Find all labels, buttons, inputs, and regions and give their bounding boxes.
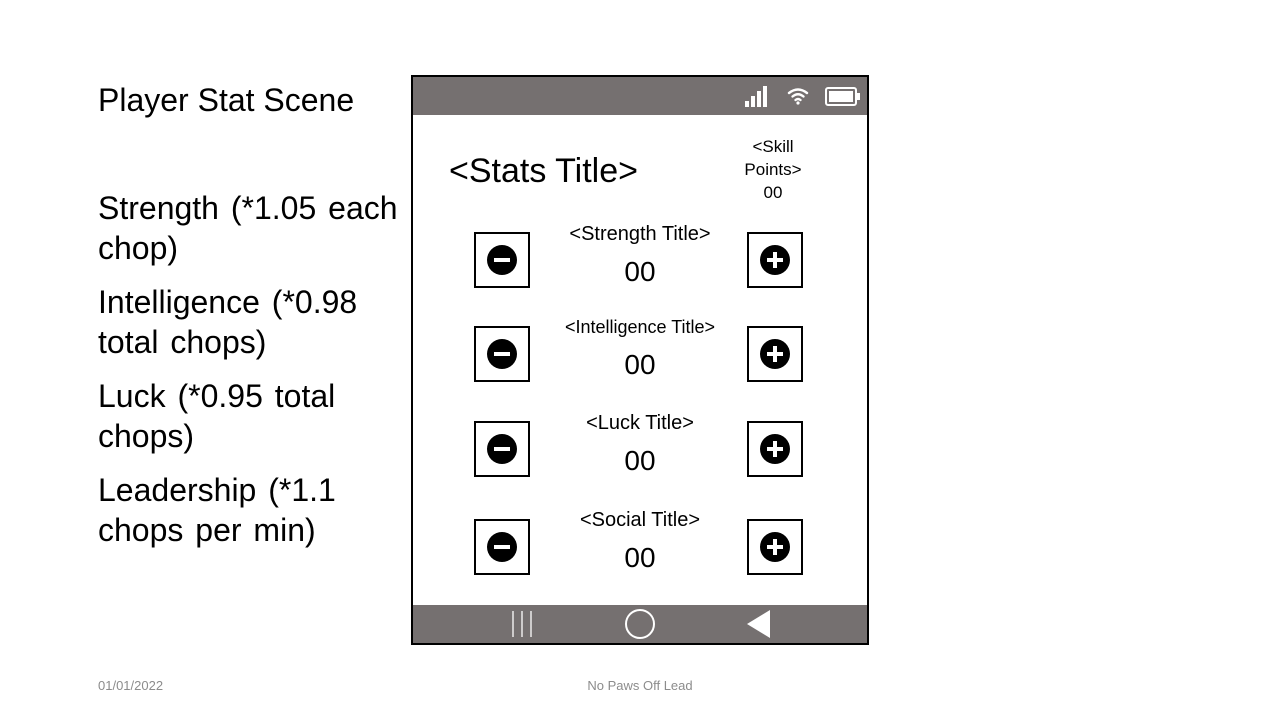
social-title: <Social Title>: [579, 509, 701, 531]
recent-apps-icon[interactable]: [511, 611, 535, 637]
luck-decrement-button[interactable]: [474, 421, 530, 477]
plus-circle-icon: [760, 434, 790, 464]
strength-title: <Strength Title>: [569, 223, 711, 245]
strength-decrement-button[interactable]: [474, 232, 530, 288]
slide-title: Player Stat Scene: [98, 82, 355, 118]
skill-points-label: <Skill Points>: [744, 137, 802, 179]
social-increment-button[interactable]: [747, 519, 803, 575]
minus-circle-icon: [487, 532, 517, 562]
social-decrement-button[interactable]: [474, 519, 530, 575]
minus-circle-icon: [487, 339, 517, 369]
status-bar: [413, 77, 867, 115]
back-icon[interactable]: [747, 610, 771, 638]
stat-notes: Strength (*1.05 each chop) Intelligence …: [98, 188, 398, 564]
note-leadership: Leadership (*1.1 chops per min): [98, 472, 336, 548]
intelligence-title: <Intelligence Title>: [564, 317, 716, 337]
social-value: 00: [624, 542, 656, 573]
wifi-icon: [787, 88, 809, 105]
intelligence-decrement-button[interactable]: [474, 326, 530, 382]
home-icon[interactable]: [624, 608, 656, 640]
intelligence-value: 00: [624, 349, 656, 380]
footer-date: 01/01/2022: [98, 678, 164, 693]
minus-circle-icon: [487, 245, 517, 275]
luck-value: 00: [624, 445, 656, 476]
intelligence-increment-button[interactable]: [747, 326, 803, 382]
strength-value: 00: [624, 256, 656, 287]
plus-circle-icon: [760, 532, 790, 562]
minus-circle-icon: [487, 434, 517, 464]
navigation-bar: [413, 605, 867, 643]
note-strength: Strength (*1.05 each chop): [98, 190, 398, 266]
skill-points-value: 00: [763, 183, 783, 202]
strength-increment-button[interactable]: [747, 232, 803, 288]
stats-title: <Stats Title>: [449, 152, 638, 190]
note-intelligence: Intelligence (*0.98 total chops): [98, 284, 358, 360]
phone-mockup: <Stats Title> <Skill Points> 00 <Strengt…: [411, 75, 869, 645]
footer-center: No Paws Off Lead: [587, 678, 693, 693]
luck-title: <Luck Title>: [586, 412, 694, 434]
signal-icon: [745, 86, 767, 107]
luck-increment-button[interactable]: [747, 421, 803, 477]
battery-icon: [825, 87, 860, 106]
plus-circle-icon: [760, 339, 790, 369]
plus-circle-icon: [760, 245, 790, 275]
note-luck: Luck (*0.95 total chops): [98, 378, 336, 454]
